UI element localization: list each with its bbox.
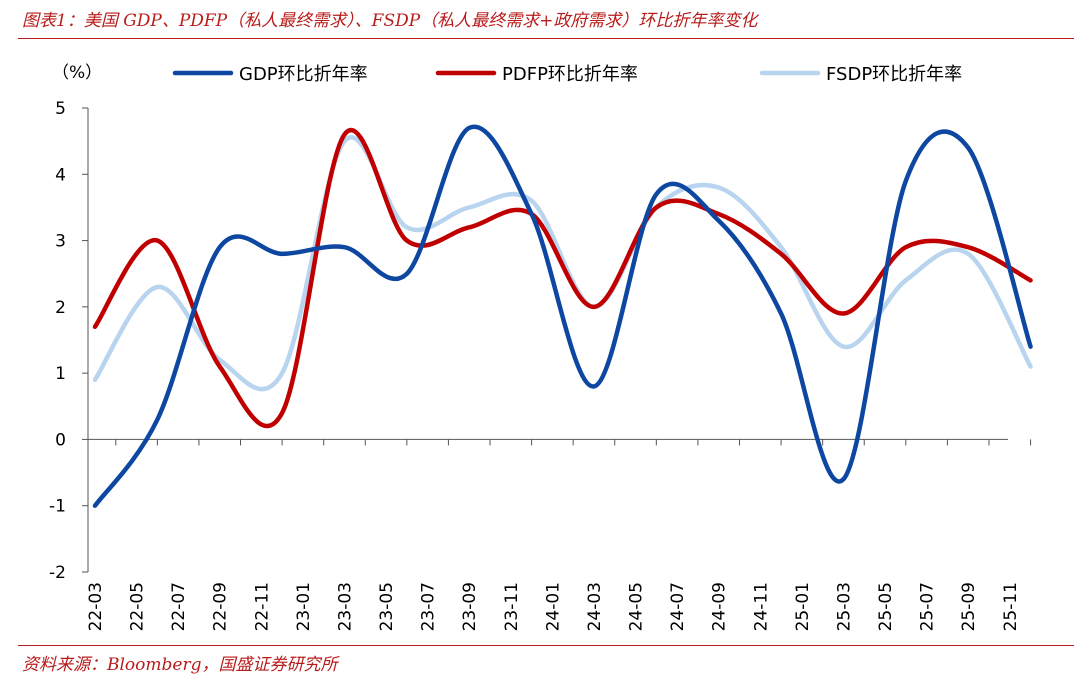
x-tick-label: 23-01 (294, 582, 314, 631)
x-tick-label: 25-11 (1001, 582, 1021, 631)
x-tick-label: 24-05 (627, 582, 647, 631)
x-tick-label: 23-11 (502, 582, 522, 631)
legend: GDP环比折年率 PDFP环比折年率 FSDP环比折年率 (172, 64, 962, 85)
y-tick-label: 0 (55, 430, 66, 450)
x-tick-label: 22-11 (252, 582, 272, 631)
x-tick-label: 25-01 (793, 582, 813, 631)
x-tick-label: 22-07 (169, 582, 189, 631)
x-tick-label: 23-03 (335, 582, 355, 631)
legend-label-2: FSDP环比折年率 (826, 64, 962, 85)
source-note: 资料来源：Bloomberg，国盛证券研究所 (22, 655, 338, 675)
x-tick-label: 24-11 (751, 582, 771, 631)
x-tick-label: 25-05 (876, 582, 896, 631)
series-line-0 (92, 124, 1033, 508)
x-tick-label: 25-03 (834, 582, 854, 631)
x-tick-label: 22-09 (211, 582, 231, 631)
line-chart: -2 -1 0 1 2 3 4 5 22-03 22-05 22-07 22-09 22-11 23-01… (49, 63, 1033, 631)
series-lines (92, 124, 1033, 508)
x-tick-label: 22-03 (86, 582, 106, 631)
chart-title: 图表1：美国 GDP、PDFP（私人最终需求）、FSDP（私人最终需求+政府需求… (22, 11, 758, 31)
x-tick-label: 24-01 (543, 582, 563, 631)
axes: -2 -1 0 1 2 3 4 5 22-03 22-05 22-07 22-09 22-11 23-01… (49, 99, 1032, 631)
legend-label-1: PDFP环比折年率 (502, 64, 638, 85)
y-unit-label: （%） (52, 63, 102, 83)
source-divider (18, 645, 1074, 646)
y-tick-label: 2 (55, 298, 66, 318)
series-line-1 (92, 128, 1033, 429)
title-divider (18, 38, 1074, 39)
series-line-2 (92, 135, 1033, 392)
x-tick-label: 24-09 (710, 582, 730, 631)
x-tick-label: 23-09 (460, 582, 480, 631)
x-tick-label: 24-03 (585, 582, 605, 631)
y-tick-label: 5 (55, 99, 66, 119)
y-tick-label: -1 (49, 497, 66, 517)
x-tick-label: 25-09 (959, 582, 979, 631)
x-tick-label: 22-05 (128, 582, 148, 631)
y-tick-label: 3 (55, 232, 66, 252)
y-tick-label: 1 (55, 364, 66, 384)
y-tick-label: 4 (55, 165, 66, 185)
x-tick-label: 24-07 (668, 582, 688, 631)
x-tick-label: 23-05 (377, 582, 397, 631)
x-tick-label: 23-07 (419, 582, 439, 631)
legend-label-0: GDP环比折年率 (239, 64, 368, 85)
x-tick-label: 25-07 (918, 582, 938, 631)
y-tick-label: -2 (49, 563, 66, 583)
